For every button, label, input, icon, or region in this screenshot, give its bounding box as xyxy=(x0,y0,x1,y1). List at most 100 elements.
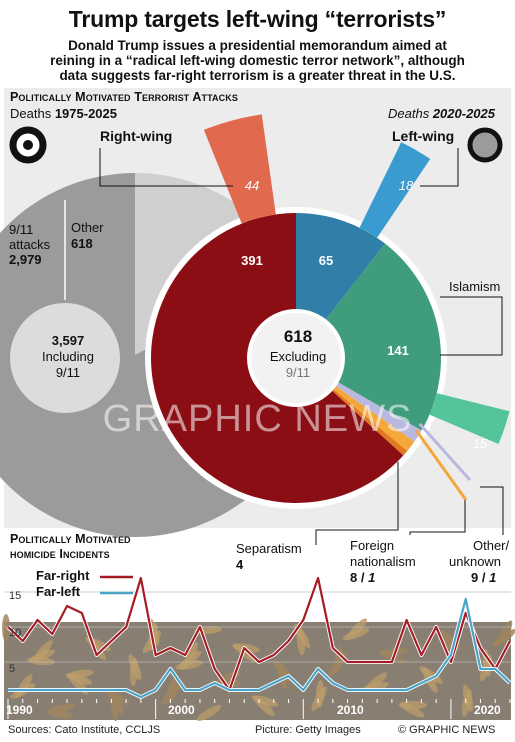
shell-casing xyxy=(160,684,182,706)
series-line-far-right xyxy=(7,576,511,692)
other-unknown-label-2: unknown xyxy=(449,554,502,569)
right-wing-label: Right-wing xyxy=(100,128,173,144)
shell-casing xyxy=(129,658,139,686)
slice-right-wing xyxy=(150,213,404,503)
other-unknown-value-recent: 1 xyxy=(489,570,497,585)
total-label-1: Including xyxy=(41,349,95,364)
other-unknown-value: 9 / 1 xyxy=(471,570,497,585)
recent-slice-islamism xyxy=(429,393,510,444)
slice-separatism xyxy=(330,388,408,456)
leader-line-2 xyxy=(420,148,459,187)
deaths-left-years: 1975-2025 xyxy=(54,106,117,121)
leader-line-1 xyxy=(99,148,233,187)
ray-foreign-nationalism xyxy=(414,429,468,501)
value-left-wing: 65 xyxy=(319,253,333,268)
y-tick-15: 15 xyxy=(9,590,22,602)
other-total-label: Other xyxy=(71,220,104,235)
deaths-left-word: Deaths xyxy=(10,106,52,121)
recent-years-icon xyxy=(467,127,503,163)
page-title: Trump targets left-wing “terrorists” xyxy=(68,6,447,32)
shell-casing xyxy=(399,702,425,718)
x-label-2010: 2010 xyxy=(337,703,364,717)
y-tick-10: 10 xyxy=(9,627,22,639)
nine-eleven-label-2: attacks xyxy=(9,237,51,252)
nine-eleven-label-1: 9/11 xyxy=(9,222,34,237)
shell-casing xyxy=(311,686,327,712)
x-label-2020: 2020 xyxy=(474,703,501,717)
foreign-label-1: Foreign xyxy=(350,538,395,553)
nine-eleven-value: 2,979 xyxy=(9,252,42,267)
subtitle-line-3: data suggests far-right terrorism is a g… xyxy=(59,68,456,83)
slice-left-wing xyxy=(296,213,385,321)
center-value: 618 xyxy=(283,327,313,346)
ray-other-unknown xyxy=(418,422,472,482)
other-total-value: 618 xyxy=(71,236,93,251)
recent-slice-left-wing xyxy=(359,142,431,238)
other-unknown-label-1: Other/ xyxy=(473,538,510,553)
x-label-1990: 1990 xyxy=(6,703,33,717)
sources: Sources: Cato Institute, CCLJS xyxy=(8,724,161,736)
attacks-heading: Politically Motivated Terrorist Attacks xyxy=(10,90,238,104)
deaths-left-label: Deaths 1975-2025 xyxy=(10,106,117,121)
donut-hole xyxy=(247,309,345,407)
shell-casing xyxy=(277,662,287,690)
shell-casing xyxy=(27,656,55,666)
other-unknown-value-total: 9 xyxy=(471,570,479,585)
value-islamism: 141 xyxy=(387,343,409,358)
shell-casing xyxy=(110,693,120,721)
x-label-2000: 2000 xyxy=(168,703,195,717)
y-tick-5: 5 xyxy=(9,663,16,675)
total-value: 3,597 xyxy=(51,333,85,348)
subtitle-line-1: Donald Trump issues a presidential memor… xyxy=(68,38,447,53)
homicides-heading-1: Politically Motivated xyxy=(10,532,131,546)
leader-line-3 xyxy=(440,296,503,356)
shell-casing xyxy=(461,689,473,717)
separatism-value: 4 xyxy=(236,557,244,572)
shell-casing xyxy=(233,643,257,663)
left-wing-label: Left-wing xyxy=(392,128,455,144)
legend-far-right: Far-right xyxy=(36,568,90,583)
series-line-far-left xyxy=(8,597,511,699)
slice-islamism xyxy=(324,243,441,431)
leader-line-4 xyxy=(315,462,399,545)
total-circle xyxy=(10,303,120,413)
slice-foreign-nationalism xyxy=(332,385,415,452)
deaths-right-years: 2020-2025 xyxy=(432,106,495,121)
shell-casing xyxy=(2,614,10,642)
subtitle-line-2: reining in a “radical left-wing domestic… xyxy=(50,53,465,68)
leader-line-5 xyxy=(409,500,466,535)
watermark: GRAPHIC NEWS xyxy=(102,398,413,440)
deaths-right-word: Deaths xyxy=(388,106,430,121)
total-label-2: 9/11 xyxy=(55,365,81,380)
shell-casing xyxy=(342,627,370,641)
islamism-label: Islamism xyxy=(449,279,501,294)
shell-casing xyxy=(196,705,222,721)
homicides-heading-2: homicide Incidents xyxy=(10,547,110,561)
all-years-icon-dot xyxy=(23,140,33,150)
center-label-2: 9/11 xyxy=(285,365,311,380)
slice-other-unknown xyxy=(334,381,422,442)
recent-value-islamism: 15 xyxy=(473,436,488,451)
leader-line-6 xyxy=(480,486,504,535)
foreign-value-recent: 1 xyxy=(368,570,376,585)
recent-slice-right-wing xyxy=(203,114,276,224)
center-label-1: Excluding xyxy=(269,349,327,364)
photo-overlay xyxy=(4,622,511,720)
foreign-label-2: nationalism xyxy=(350,554,416,569)
deaths-right-label: Deaths 2020-2025 xyxy=(388,106,495,121)
legend-far-left: Far-left xyxy=(36,584,81,599)
recent-value-left-wing: 18 xyxy=(399,178,414,193)
shell-casing xyxy=(175,660,203,670)
recent-value-right-wing: 44 xyxy=(245,178,259,193)
foreign-value-total: 8 xyxy=(350,570,358,585)
shell-casing xyxy=(492,629,515,647)
value-right-wing: 391 xyxy=(241,253,263,268)
shell-casing xyxy=(46,709,74,719)
copyright: © GRAPHIC NEWS xyxy=(398,724,496,736)
separatism-label: Separatism xyxy=(236,541,302,556)
picture-credit: Picture: Getty Images xyxy=(255,724,361,736)
foreign-value: 8 / 1 xyxy=(350,570,376,585)
